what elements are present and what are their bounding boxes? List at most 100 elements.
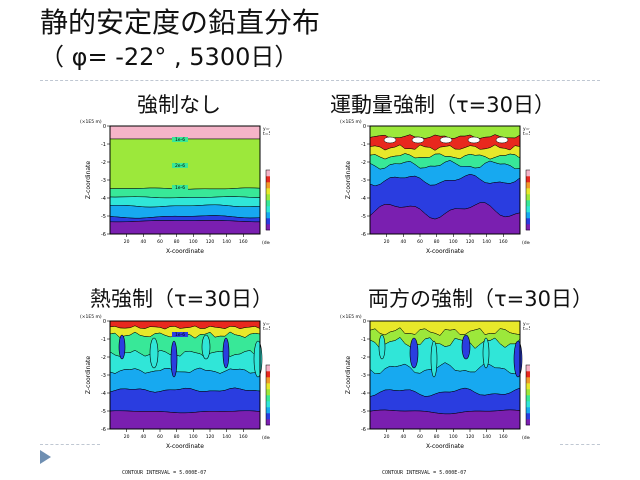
slide-title: 静的安定度の鉛直分布 bbox=[40, 6, 321, 39]
colorbar-swatch bbox=[266, 389, 272, 396]
contour-cell bbox=[482, 337, 490, 369]
x-tick-label: 20 bbox=[124, 239, 130, 245]
contour-label-bg bbox=[172, 332, 188, 337]
info-time: t=5297.98 day bbox=[263, 326, 270, 332]
y-unit-label: (×1E5 m) bbox=[80, 314, 102, 320]
colorbar-swatch bbox=[266, 206, 272, 213]
bottom-divider-left bbox=[40, 444, 100, 445]
colorbar-swatch bbox=[526, 188, 532, 195]
x-tick-label: 160 bbox=[499, 239, 508, 245]
contour-interval-left: CONTOUR INTERVAL = 5.000E-07 bbox=[122, 470, 207, 476]
x-tick-label: 20 bbox=[384, 239, 390, 245]
title-divider bbox=[40, 80, 600, 81]
x-tick-label: 140 bbox=[482, 434, 491, 440]
x-tick-label: 120 bbox=[466, 434, 475, 440]
x-tick-label: 100 bbox=[449, 239, 458, 245]
panel-label-no-forcing: 強制なし bbox=[137, 93, 221, 117]
contour-cell bbox=[439, 136, 453, 144]
panel-label-heat-forcing: 熱強制（τ=30日） bbox=[90, 287, 273, 311]
y-tick-label: 0 bbox=[363, 124, 366, 130]
x-tick-label: 60 bbox=[157, 239, 163, 245]
contour-label-bg bbox=[172, 185, 188, 190]
colorbar-swatch bbox=[526, 419, 532, 426]
contour-label: 2e-6 bbox=[175, 163, 185, 169]
x-tick-label: 40 bbox=[140, 239, 146, 245]
y-unit-label: (×1E5 m) bbox=[80, 119, 102, 125]
contour-band bbox=[109, 196, 261, 208]
contour-label: 1e-6 bbox=[175, 332, 185, 338]
colorbar-swatch bbox=[526, 389, 532, 396]
x-tick-label: 40 bbox=[400, 434, 406, 440]
contour-label-bg bbox=[172, 163, 188, 168]
y-tick-label: -2 bbox=[101, 160, 106, 166]
x-tick-label: 80 bbox=[434, 434, 440, 440]
y-tick-label: -5 bbox=[361, 214, 366, 220]
colorbar-swatch bbox=[266, 395, 272, 402]
y-axis-label: Z-coordinate bbox=[85, 356, 92, 394]
contour-cell bbox=[222, 337, 230, 369]
y-tick-label: -4 bbox=[101, 196, 106, 202]
contour-cell bbox=[201, 334, 211, 360]
colorbar-swatch bbox=[526, 182, 532, 189]
colorbar-swatch bbox=[526, 371, 532, 378]
colorbar-swatch bbox=[526, 377, 532, 384]
contour-label-bg bbox=[172, 137, 188, 142]
panel-momentum-forcing: 0 -1 -2 -3 -4 -5 -6 20 40 60 80 100 120 140 160 X-coord… bbox=[340, 118, 557, 270]
x-axis-label: X-coordinate bbox=[426, 248, 464, 255]
colorbar-swatch bbox=[526, 206, 532, 213]
colorbar-swatch bbox=[266, 419, 272, 426]
info-time: t=5297.98 day bbox=[263, 131, 270, 137]
x-tick-label: 80 bbox=[174, 239, 180, 245]
x-unit-label: (deg) bbox=[262, 435, 270, 441]
bottom-divider-right bbox=[560, 444, 600, 445]
colorbar-swatch bbox=[526, 212, 532, 219]
y-tick-label: 0 bbox=[103, 319, 106, 325]
x-tick-label: 80 bbox=[174, 434, 180, 440]
contour-band bbox=[109, 387, 261, 414]
colorbar-swatch bbox=[266, 407, 272, 414]
plot-area bbox=[109, 320, 263, 430]
y-tick-label: -6 bbox=[361, 427, 366, 433]
x-tick-label: 60 bbox=[417, 239, 423, 245]
info-time: t=5297.98 day bbox=[523, 131, 530, 137]
colorbar-swatch bbox=[266, 194, 272, 201]
y-tick-label: -5 bbox=[361, 409, 366, 415]
y-tick-label: -1 bbox=[361, 142, 366, 148]
y-tick-label: -3 bbox=[101, 373, 106, 379]
colorbar-swatch bbox=[526, 170, 532, 177]
y-tick-label: -6 bbox=[361, 232, 366, 238]
colorbar-swatch bbox=[266, 176, 272, 183]
plot-area bbox=[369, 125, 521, 235]
y-tick-label: -5 bbox=[101, 409, 106, 415]
y-tick-label: -3 bbox=[101, 178, 106, 184]
x-tick-label: 40 bbox=[140, 434, 146, 440]
contour-cell bbox=[378, 334, 386, 360]
colorbar-swatch bbox=[266, 401, 272, 408]
colorbar-swatch bbox=[526, 407, 532, 414]
colorbar-swatch bbox=[266, 212, 272, 219]
contour-cell bbox=[409, 337, 419, 369]
y-axis-label: Z-coordinate bbox=[345, 161, 352, 199]
contour-plot: 0 -1 -2 -3 -4 -5 -6 20 40 60 80 100 120 140 160 X-coord… bbox=[80, 314, 297, 450]
colorbar-swatch bbox=[526, 395, 532, 402]
x-tick-label: 160 bbox=[499, 434, 508, 440]
contour-band bbox=[109, 410, 261, 430]
colorbar-swatch bbox=[266, 218, 272, 225]
panel-label-momentum-forcing: 運動量強制（τ=30日） bbox=[330, 93, 555, 117]
y-tick-label: 0 bbox=[103, 124, 106, 130]
panel-both-forcing: 0 -1 -2 -3 -4 -5 -6 20 40 60 80 100 120 140 160 X-coord… bbox=[340, 313, 557, 465]
panel-label-both-forcing: 両方の強制（τ=30日） bbox=[368, 287, 593, 311]
contour-label: 1e-6 bbox=[175, 137, 185, 143]
y-tick-label: 0 bbox=[363, 319, 366, 325]
x-tick-label: 40 bbox=[400, 239, 406, 245]
colorbar-swatch bbox=[266, 365, 272, 372]
colorbar-swatch bbox=[526, 413, 532, 420]
x-tick-label: 140 bbox=[222, 239, 231, 245]
x-axis-label: X-coordinate bbox=[166, 248, 204, 255]
panel-no-forcing: 0 -1 -2 -3 -4 -5 -6 20 40 60 80 100 120 140 160 X-coord… bbox=[80, 118, 297, 270]
y-tick-label: -4 bbox=[101, 391, 106, 397]
panel-heat-forcing: 0 -1 -2 -3 -4 -5 -6 20 40 60 80 100 120 140 160 X-coord… bbox=[80, 313, 297, 465]
x-tick-label: 120 bbox=[206, 239, 215, 245]
x-unit-label: (deg) bbox=[262, 240, 270, 246]
x-tick-label: 160 bbox=[239, 434, 248, 440]
